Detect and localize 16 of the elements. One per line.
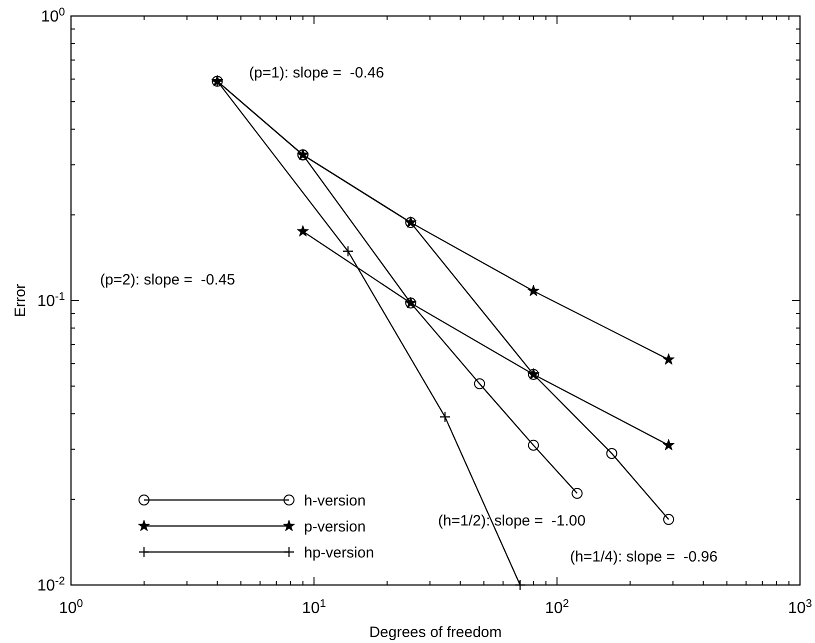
annotation: (h=1/2): slope = -1.00 bbox=[438, 512, 586, 530]
legend-label: p-version bbox=[304, 518, 366, 536]
legend-label: h-version bbox=[304, 492, 366, 510]
x-tick-label: 10$^{3}$ bbox=[788, 598, 812, 617]
x-axis-title: Degrees of freedom bbox=[369, 624, 502, 641]
y-axis-title: Error bbox=[12, 284, 29, 318]
y-tick-label: 10$^{-2}$ bbox=[37, 576, 65, 595]
y-tick-label: 10$^{0}$ bbox=[40, 6, 65, 26]
annotation: (p=2): slope = -0.45 bbox=[100, 271, 236, 288]
y-tick-label: 10$^{-1}$ bbox=[37, 291, 65, 310]
annotation: (h=1/4): slope = -0.96 bbox=[570, 548, 718, 566]
annotation: (p=1): slope = -0.46 bbox=[249, 64, 384, 82]
x-tick-label: 10$^{2}$ bbox=[544, 598, 570, 617]
x-tick-label: 10$^{1}$ bbox=[302, 598, 326, 617]
legend-label: hp-version bbox=[304, 544, 374, 562]
x-tick-label: 10$^{0}$ bbox=[58, 598, 84, 617]
